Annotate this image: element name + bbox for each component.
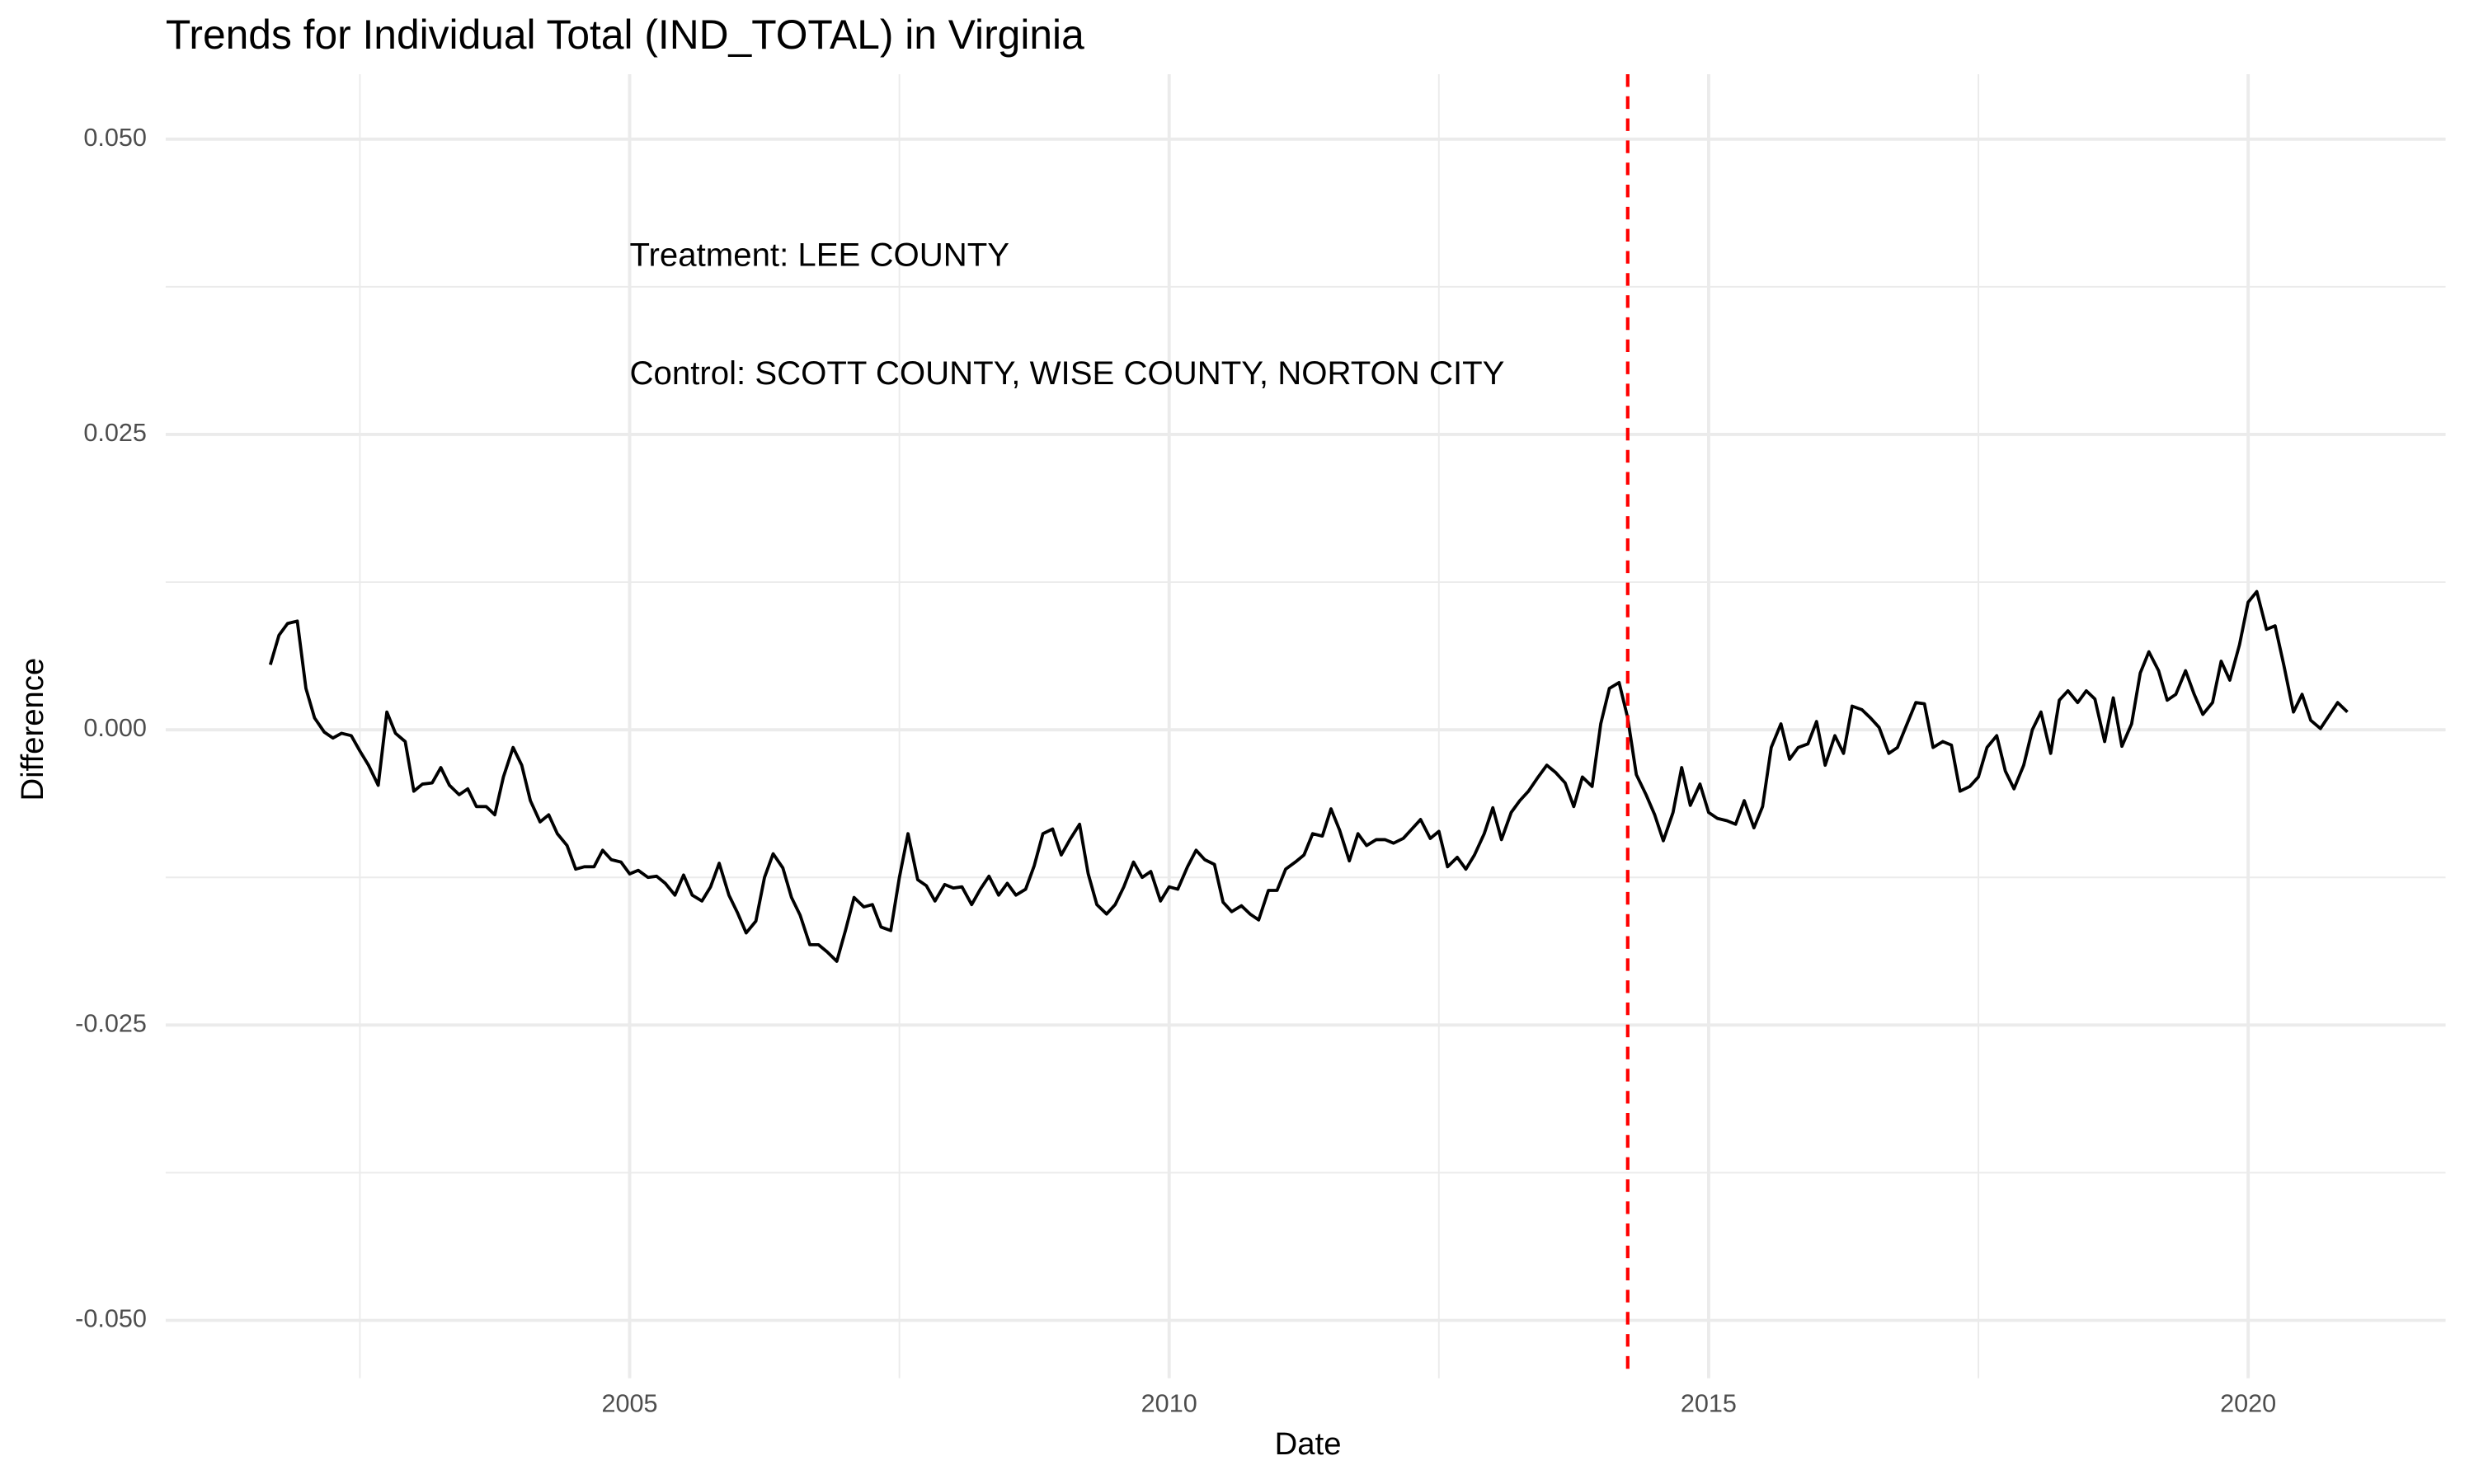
annotation: Control: SCOTT COUNTY, WISE COUNTY, NORT… bbox=[630, 355, 1505, 392]
x-tick-label: 2010 bbox=[1141, 1389, 1197, 1417]
chart-title: Trends for Individual Total (IND_TOTAL) … bbox=[166, 12, 1084, 58]
x-tick-label: 2005 bbox=[601, 1389, 657, 1417]
plot-area bbox=[268, 74, 2349, 1378]
grid bbox=[165, 74, 2446, 1378]
x-tick-label: 2015 bbox=[1681, 1389, 1737, 1417]
y-tick-label: -0.025 bbox=[75, 1009, 147, 1037]
annotation: Treatment: LEE COUNTY bbox=[630, 237, 1010, 274]
y-tick-label: 0.000 bbox=[83, 714, 147, 742]
data-line bbox=[268, 589, 2349, 963]
y-tick-label: 0.050 bbox=[83, 124, 147, 152]
x-tick-label: 2020 bbox=[2220, 1389, 2276, 1417]
y-tick-label: 0.025 bbox=[83, 419, 147, 447]
x-axis-label: Date bbox=[1275, 1426, 1342, 1462]
y-axis-label: Difference bbox=[15, 658, 50, 801]
y-tick-label: -0.050 bbox=[75, 1305, 147, 1333]
